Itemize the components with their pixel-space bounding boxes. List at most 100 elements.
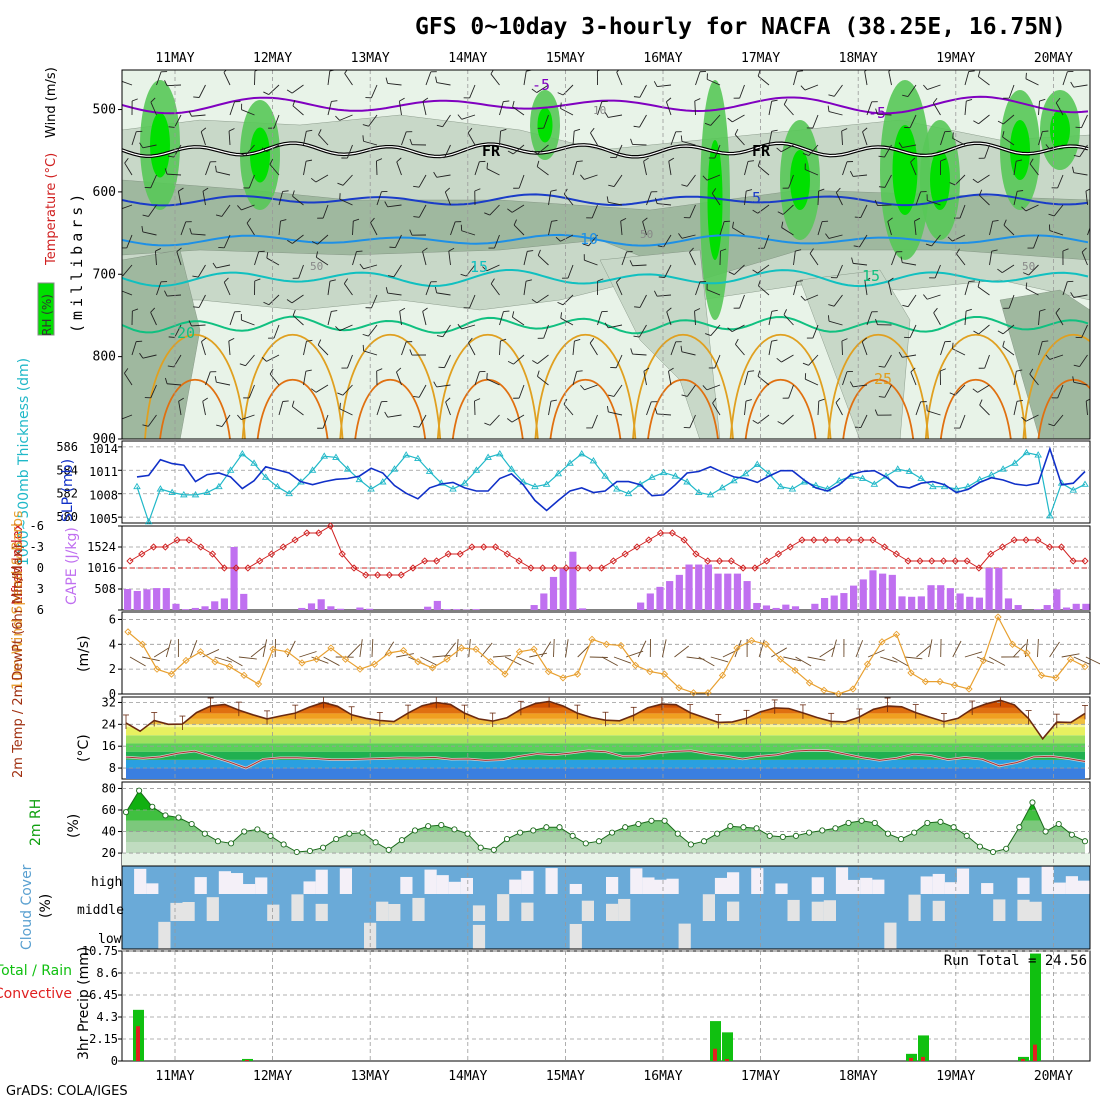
- rh-floor: [122, 853, 1090, 866]
- wind-barb: [940, 341, 946, 356]
- wind-barb: [695, 281, 701, 296]
- wind-barb-flag: [777, 421, 784, 425]
- cloud-cell: [170, 902, 183, 921]
- wind-barb: [494, 234, 500, 249]
- contour-label: 50: [640, 228, 653, 241]
- cape-bar: [240, 593, 248, 610]
- wind-barb: [291, 84, 304, 94]
- wind-barb: [131, 131, 137, 146]
- wind-barb: [543, 324, 549, 339]
- rh-marker: [136, 787, 143, 794]
- wind10-marker: [791, 666, 799, 675]
- rh-marker: [188, 820, 195, 828]
- precip-run-total: Run Total = 24.56: [944, 953, 1087, 969]
- cape-bar: [317, 599, 325, 610]
- wind-barb: [499, 340, 501, 356]
- cape-bar: [1082, 603, 1090, 610]
- wind-barb: [512, 144, 525, 155]
- wind10-panel: 0 2 4 6 10m Wind Speed & Barbs (m/s): [10, 511, 1100, 701]
- wind-barb-flag: [604, 112, 609, 118]
- cape-bar: [172, 603, 180, 610]
- wind-barb-flag: [576, 160, 583, 162]
- wind-barb-flag: [557, 92, 564, 96]
- wind-barb-flag: [396, 157, 402, 163]
- rh-marker: [477, 844, 484, 851]
- rh-marker: [1068, 831, 1075, 838]
- wind-barb-flag: [748, 370, 755, 372]
- temp-contour-25: [534, 334, 637, 439]
- wind-barb-flag: [1021, 206, 1027, 212]
- wind-barb-flag: [468, 337, 473, 343]
- lifted-line: [129, 525, 1085, 576]
- wind-barb: [442, 324, 451, 337]
- wind-barb: [401, 341, 407, 356]
- wind-barb: [1057, 174, 1064, 189]
- wind-barb-flag: [952, 132, 954, 139]
- rh-marker: [871, 819, 878, 826]
- wind-barb: [657, 84, 672, 88]
- wind-barb-flag: [849, 381, 854, 388]
- wind-barb: [866, 101, 873, 116]
- wind-barb: [316, 256, 329, 266]
- wind-barb: [269, 373, 280, 386]
- wind-barb: [584, 259, 598, 266]
- wind-barb-flag: [531, 88, 537, 93]
- temp-bands: [126, 700, 1085, 779]
- wind-barb: [891, 251, 897, 266]
- wind10-barb: [371, 638, 374, 658]
- lifted-marker: [916, 557, 924, 565]
- wind-barb: [1033, 234, 1039, 249]
- wind-barb: [122, 80, 133, 86]
- rh-marker: [674, 830, 681, 837]
- wind-barb-flag: [734, 129, 739, 135]
- wind-barb: [590, 132, 598, 146]
- rh-marker: [464, 830, 471, 837]
- cape-bar: [540, 593, 548, 610]
- wind-barb: [668, 161, 672, 176]
- wind-barb: [241, 319, 255, 326]
- precip-legend-total: Total / Rain: [0, 963, 72, 979]
- wind-barb: [744, 401, 747, 416]
- wind-barb: [1003, 224, 1015, 236]
- precip-convective-bar: [1033, 1044, 1037, 1061]
- cloud-cell: [569, 883, 582, 894]
- wind-barb: [223, 234, 231, 248]
- rh-marker: [1042, 828, 1049, 835]
- rh-marker: [819, 827, 826, 834]
- cross-section-panel: 500 600 700 800 900 -5 -5 FR FR 5 10 15 15 -20 25 50 50…: [37, 67, 1091, 447]
- wind-barb: [1008, 84, 1015, 99]
- wind-barb-flag: [678, 233, 683, 239]
- wind-barb-flag: [422, 307, 428, 312]
- wind-barb: [902, 262, 917, 266]
- wind-barb: [853, 174, 868, 177]
- wind-barb: [862, 131, 868, 146]
- wind-barb: [572, 371, 578, 386]
- lifted-marker: [385, 571, 394, 579]
- wind-barb: [344, 73, 353, 86]
- wind-barb-flag: [973, 120, 979, 125]
- wind-barb-flag: [796, 70, 804, 72]
- wind-barb-flag: [900, 256, 903, 263]
- wind-barb-flag: [972, 388, 978, 393]
- wind10-barb: [952, 640, 962, 658]
- cape-bar: [472, 609, 480, 610]
- wind10-barb: [867, 649, 885, 658]
- tick-label-right: 1005: [89, 512, 118, 526]
- wind-barb-flag: [875, 108, 878, 115]
- thickness-marker: [788, 485, 797, 492]
- wind10-barb: [1085, 656, 1100, 665]
- wind-barb: [706, 384, 721, 391]
- rh-marker: [517, 829, 524, 836]
- wind-barb: [292, 234, 304, 244]
- rh-marker: [1016, 824, 1023, 831]
- wind-barb-flag: [604, 322, 609, 329]
- dewpt-line: [125, 749, 1086, 769]
- rh-marker: [779, 833, 786, 840]
- wind-barb-flag: [1073, 154, 1080, 158]
- rh-bright-blob: [790, 150, 810, 210]
- wind-barb-flag: [335, 326, 341, 331]
- wind-barb: [687, 384, 696, 397]
- wind-barb: [793, 71, 798, 86]
- lifted-marker: [326, 522, 335, 530]
- lifted-marker: [527, 564, 535, 572]
